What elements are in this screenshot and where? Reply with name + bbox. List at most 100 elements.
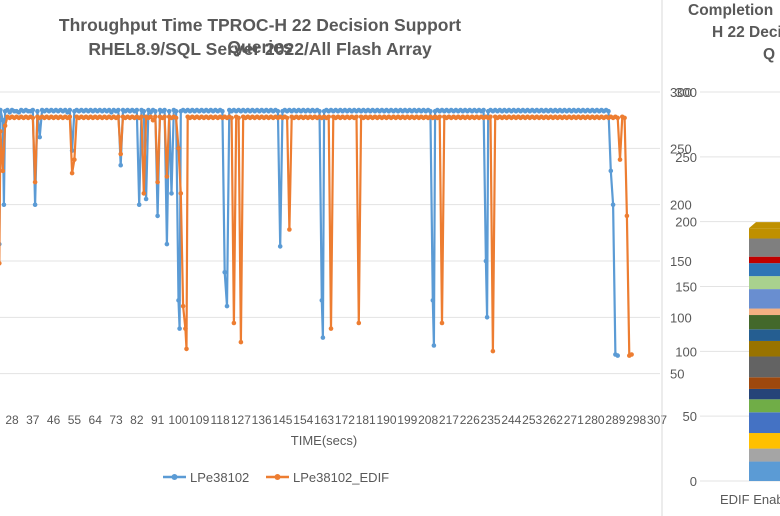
data-point [153, 114, 158, 120]
data-point [148, 114, 153, 120]
left-x-tick-label: 73 [109, 413, 123, 427]
data-point [0, 168, 6, 174]
left-x-tick-label: 28 [5, 413, 19, 427]
left-x-tick-label: 127 [231, 413, 251, 427]
left-x-tick-label: 181 [356, 413, 376, 427]
data-point [72, 157, 77, 162]
left-x-tick-label: 91 [151, 413, 165, 427]
data-point [183, 326, 188, 331]
data-point [134, 107, 140, 113]
data-point [116, 114, 121, 120]
right-chart-title-line-1: Completion [688, 2, 774, 19]
data-point [155, 179, 160, 185]
data-point [169, 191, 174, 196]
left-x-tick-label: 262 [543, 413, 563, 427]
left-y-tick-label: 250 [670, 141, 692, 156]
data-point [0, 261, 2, 266]
left-y-tick-label: 50 [670, 367, 684, 382]
legend-label-lpe38102: LPe38102 [190, 470, 249, 485]
data-point [184, 346, 189, 352]
series-line-lpe38102-edif [0, 115, 633, 357]
left-x-tick-label: 109 [189, 413, 209, 427]
data-point [155, 213, 160, 219]
data-point [32, 179, 38, 185]
data-point [67, 114, 73, 120]
data-point [437, 114, 443, 120]
right-x-category-label: EDIF Enab [720, 492, 780, 507]
data-point [164, 174, 170, 179]
right-y-tick-label: 50 [683, 409, 697, 424]
data-point [490, 348, 496, 354]
stack-segment [749, 308, 780, 316]
data-point [180, 303, 186, 309]
stack-segment [749, 412, 780, 434]
left-x-tick-label: 280 [585, 413, 605, 427]
stack-segment [749, 289, 780, 309]
stack-segment [749, 228, 780, 239]
left-y-tick-label: 200 [670, 198, 692, 213]
stack-segment [749, 263, 780, 277]
right-y-tick-label: 250 [675, 150, 697, 165]
data-point [238, 339, 244, 345]
data-point [176, 146, 181, 151]
data-point [0, 117, 6, 123]
left-x-tick-label: 271 [564, 413, 584, 427]
data-point [606, 108, 611, 114]
data-point [317, 108, 322, 114]
data-point [284, 115, 290, 121]
right-stacked-bar [749, 222, 780, 481]
data-point [153, 108, 158, 114]
left-x-tick-label: 253 [522, 413, 542, 427]
data-point [35, 108, 40, 114]
data-point [136, 202, 142, 207]
stack-segment [749, 238, 780, 257]
left-x-tick-label: 298 [626, 413, 646, 427]
left-x-tick-label: 307 [647, 413, 667, 427]
left-x-tick-label: 217 [439, 413, 459, 427]
x-axis-label: TIME(secs) [291, 433, 357, 448]
left-x-tick-label: 190 [377, 413, 397, 427]
left-y-tick-label: 150 [670, 254, 692, 269]
data-point [177, 326, 182, 331]
left-y-tick-label: 100 [670, 310, 692, 325]
right-y-tick-labels: 0 50 100 150 200 250 300 [675, 85, 697, 489]
stack-segment [749, 340, 780, 357]
data-point [629, 352, 634, 357]
data-point [287, 227, 292, 232]
data-point [173, 115, 179, 121]
legend-label-lpe38102-edif: LPe38102_EDIF [293, 470, 389, 485]
data-point [30, 115, 36, 121]
data-point [222, 270, 227, 275]
stack-segment [749, 388, 780, 400]
left-y-tick-labels: 50 100 150 200 250 300 [670, 85, 692, 382]
right-y-tick-label: 0 [690, 474, 697, 489]
data-point [483, 258, 489, 264]
left-x-tick-label: 199 [397, 413, 417, 427]
right-y-tick-label: 200 [675, 215, 697, 230]
stack-segment [749, 329, 780, 341]
left-x-tick-label: 100 [168, 413, 188, 427]
data-point [224, 303, 230, 309]
left-series-group [0, 107, 634, 358]
left-x-tick-label: 37 [26, 413, 40, 427]
data-point [30, 107, 36, 113]
legend-marker-lpe38102 [171, 474, 178, 480]
left-x-tick-label: 226 [460, 413, 480, 427]
left-x-tick-label: 46 [47, 413, 61, 427]
data-point [354, 114, 359, 120]
data-point [37, 134, 42, 140]
legend: LPe38102 LPe38102_EDIF [163, 470, 389, 485]
right-chart-title-line-2: H 22 Deci [712, 24, 780, 41]
stack-segment [749, 315, 780, 330]
left-x-tick-label: 154 [293, 413, 313, 427]
series-line-lpe38102 [0, 108, 619, 357]
data-point [615, 115, 620, 121]
stack-segment [749, 356, 780, 378]
data-point [484, 315, 490, 320]
left-x-tick-label: 172 [335, 413, 355, 427]
left-x-tick-label: 244 [501, 413, 521, 427]
data-point [162, 114, 167, 120]
data-point [439, 320, 445, 326]
left-x-tick-label: 145 [272, 413, 292, 427]
